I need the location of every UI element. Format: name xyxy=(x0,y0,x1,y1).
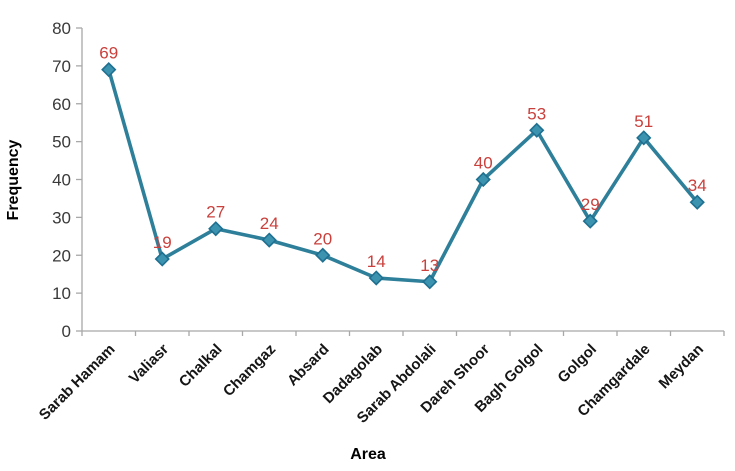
data-point-marker xyxy=(636,130,652,146)
data-label: 19 xyxy=(153,233,172,252)
y-tick-label: 50 xyxy=(52,133,71,152)
data-point-marker xyxy=(315,247,331,263)
data-point-marker xyxy=(101,62,117,78)
category-label: Chalkal xyxy=(176,341,226,391)
data-point-marker xyxy=(582,213,598,229)
data-label: 34 xyxy=(688,176,707,195)
category-label: Absard xyxy=(284,341,333,390)
y-tick-label: 30 xyxy=(52,208,71,227)
data-label: 27 xyxy=(206,203,225,222)
y-tick-label: 80 xyxy=(52,19,71,38)
y-tick-label: 20 xyxy=(52,246,71,265)
data-label: 69 xyxy=(99,44,118,63)
y-tick-label: 0 xyxy=(62,322,71,341)
data-label: 40 xyxy=(474,154,493,173)
axes-layer: 0 10 20 30 40 50 60 70 80 xyxy=(52,19,725,341)
data-point-marker xyxy=(261,232,277,248)
data-label: 24 xyxy=(260,214,279,233)
data-label: 20 xyxy=(313,229,332,248)
data-label: 13 xyxy=(420,256,439,275)
data-label: 29 xyxy=(581,195,600,214)
series-layer xyxy=(101,62,705,290)
data-label: 14 xyxy=(367,252,386,271)
data-label: 53 xyxy=(527,104,546,123)
y-tick-label: 10 xyxy=(52,284,71,303)
data-point-marker xyxy=(154,251,170,267)
data-point-marker xyxy=(475,171,491,188)
data-label: 51 xyxy=(634,112,653,131)
data-point-marker xyxy=(422,274,438,290)
category-label: Golgol xyxy=(554,341,600,387)
data-point-marker xyxy=(208,221,224,237)
y-axis-title: Frequency xyxy=(5,139,22,220)
y-tick-label: 40 xyxy=(52,171,71,190)
category-label: Chamgaz xyxy=(220,341,279,400)
data-point-marker xyxy=(689,194,705,210)
category-label: Valiasr xyxy=(126,341,172,387)
data-point-marker xyxy=(529,122,545,138)
y-tick-label: 60 xyxy=(52,95,71,114)
series-line xyxy=(106,67,700,284)
category-label: Sarab Hamam xyxy=(36,341,119,424)
x-axis-title: Area xyxy=(350,446,386,463)
data-point-marker xyxy=(368,270,384,286)
y-tick-label: 70 xyxy=(52,57,71,76)
category-label: Meydan xyxy=(656,341,708,393)
